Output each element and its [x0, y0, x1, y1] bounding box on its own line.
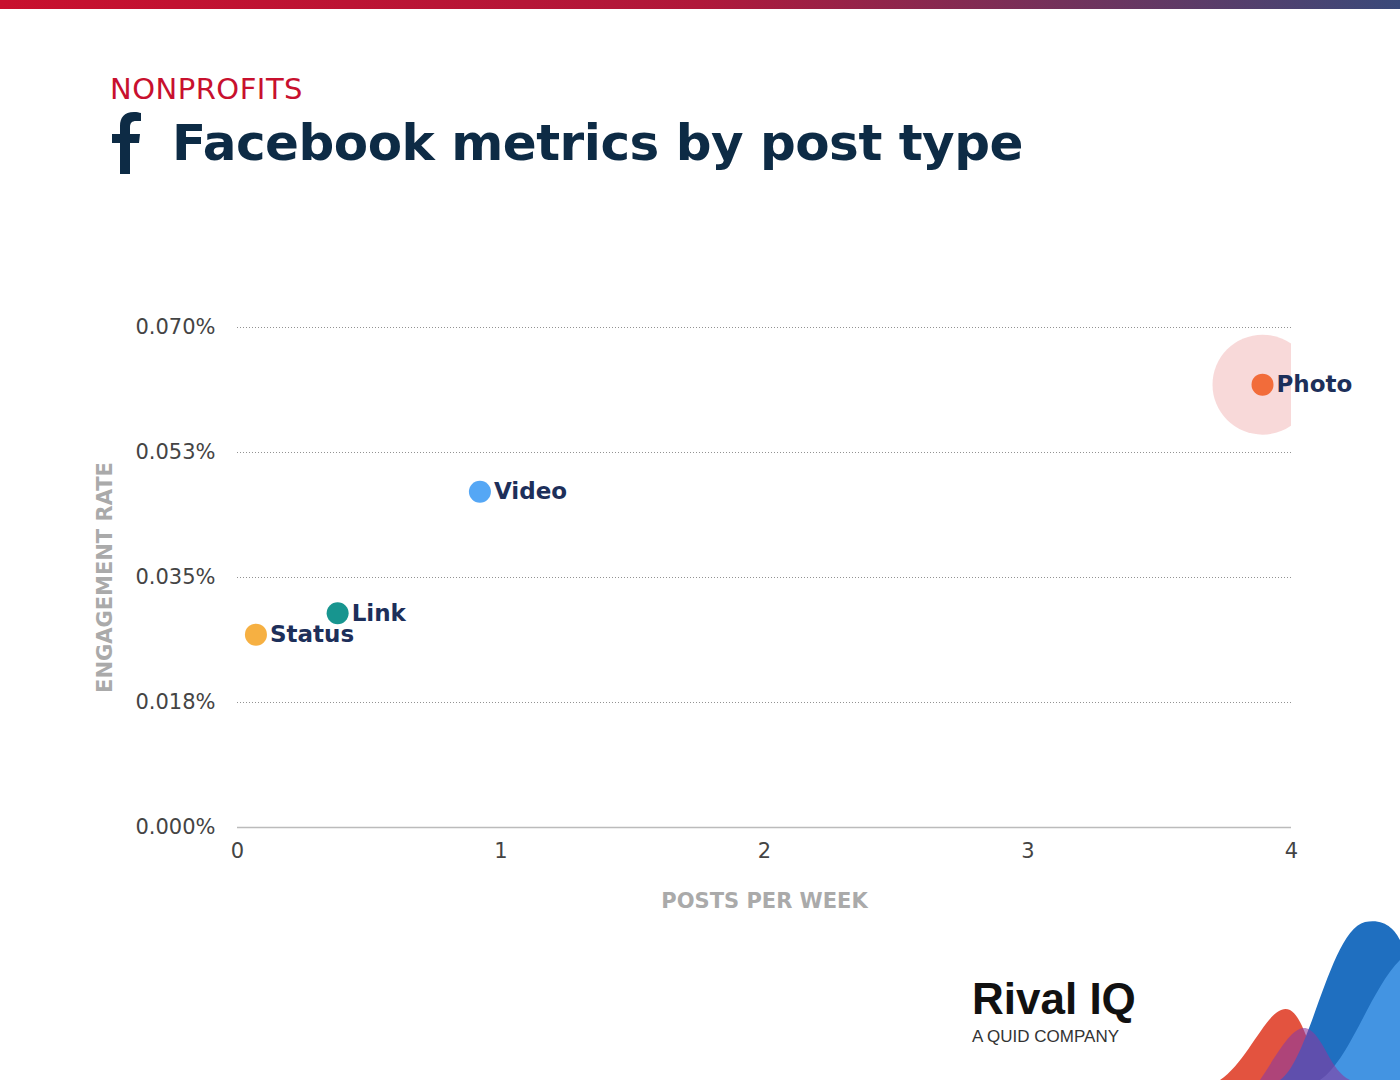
svg-text:Video: Video [494, 478, 567, 504]
svg-text:ENGAGEMENT RATE: ENGAGEMENT RATE [93, 462, 117, 693]
svg-text:Status: Status [270, 621, 354, 647]
svg-text:0.018%: 0.018% [135, 690, 215, 714]
svg-text:0.000%: 0.000% [135, 815, 215, 839]
html-text:Rival IQ: Rival IQ [972, 974, 1136, 1023]
html-text:A QUID COMPANY: A QUID COMPANY [972, 1027, 1119, 1046]
svg-text:0.053%: 0.053% [135, 440, 215, 464]
svg-text:POSTS PER WEEK: POSTS PER WEEK [661, 889, 868, 913]
svg-text:0.035%: 0.035% [135, 565, 215, 589]
svg-text:3: 3 [1021, 839, 1034, 863]
html-text:NONPROFITS: NONPROFITS [110, 72, 303, 106]
svg-text:Photo: Photo [1277, 371, 1353, 397]
svg-text:0.070%: 0.070% [135, 315, 215, 339]
svg-text:0: 0 [231, 839, 244, 863]
html-text:Facebook metrics by post type: Facebook metrics by post type [172, 114, 1023, 172]
svg-text:4: 4 [1285, 839, 1298, 863]
svg-text:2: 2 [758, 839, 771, 863]
svg-text:Link: Link [352, 600, 407, 626]
svg-text:1: 1 [494, 839, 507, 863]
